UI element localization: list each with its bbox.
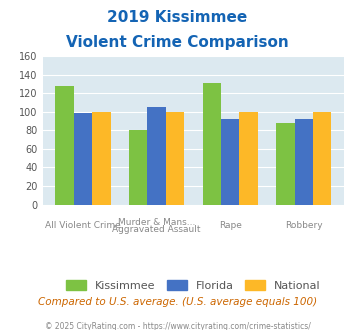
Bar [295,119,313,205]
Text: Robbery: Robbery [285,221,323,230]
Bar [240,112,258,205]
Text: Violent Crime Comparison: Violent Crime Comparison [66,35,289,50]
Text: Murder & Mans...: Murder & Mans... [118,217,195,227]
Legend: Kissimmee, Florida, National: Kissimmee, Florida, National [62,276,325,295]
Text: Aggravated Assault: Aggravated Assault [113,225,201,234]
Bar [313,112,332,205]
Bar [74,113,92,205]
Bar [147,107,166,205]
Text: Rape: Rape [219,221,242,230]
Bar [276,123,295,205]
Text: 2019 Kissimmee: 2019 Kissimmee [107,10,248,25]
Text: All Violent Crime: All Violent Crime [45,221,121,230]
Text: © 2025 CityRating.com - https://www.cityrating.com/crime-statistics/: © 2025 CityRating.com - https://www.city… [45,322,310,330]
Bar [129,130,147,205]
Bar [92,112,111,205]
Bar [221,119,240,205]
Text: Compared to U.S. average. (U.S. average equals 100): Compared to U.S. average. (U.S. average … [38,297,317,307]
Bar [203,83,221,205]
Bar [55,86,74,205]
Bar [166,112,184,205]
